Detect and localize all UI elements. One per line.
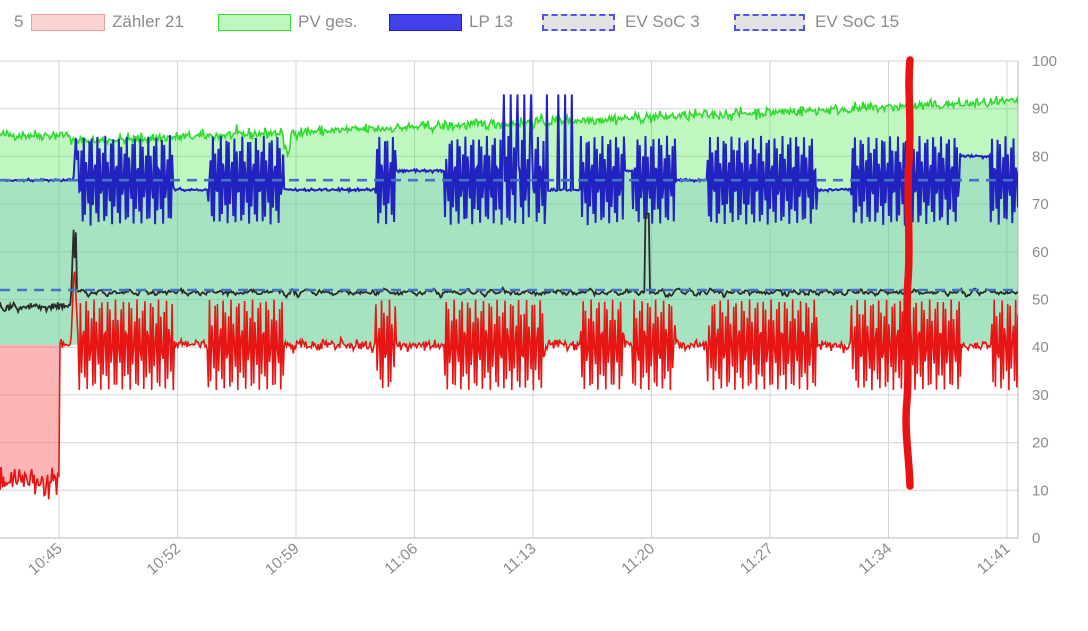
- svg-text:40: 40: [1032, 339, 1049, 356]
- svg-text:100: 100: [1032, 53, 1057, 70]
- svg-text:0: 0: [1032, 530, 1040, 547]
- svg-text:20: 20: [1032, 435, 1049, 452]
- svg-text:60: 60: [1032, 244, 1049, 261]
- svg-text:70: 70: [1032, 196, 1049, 213]
- svg-text:30: 30: [1032, 387, 1049, 404]
- svg-text:10: 10: [1032, 482, 1049, 499]
- svg-text:90: 90: [1032, 101, 1049, 118]
- svg-text:50: 50: [1032, 292, 1049, 309]
- svg-text:80: 80: [1032, 148, 1049, 165]
